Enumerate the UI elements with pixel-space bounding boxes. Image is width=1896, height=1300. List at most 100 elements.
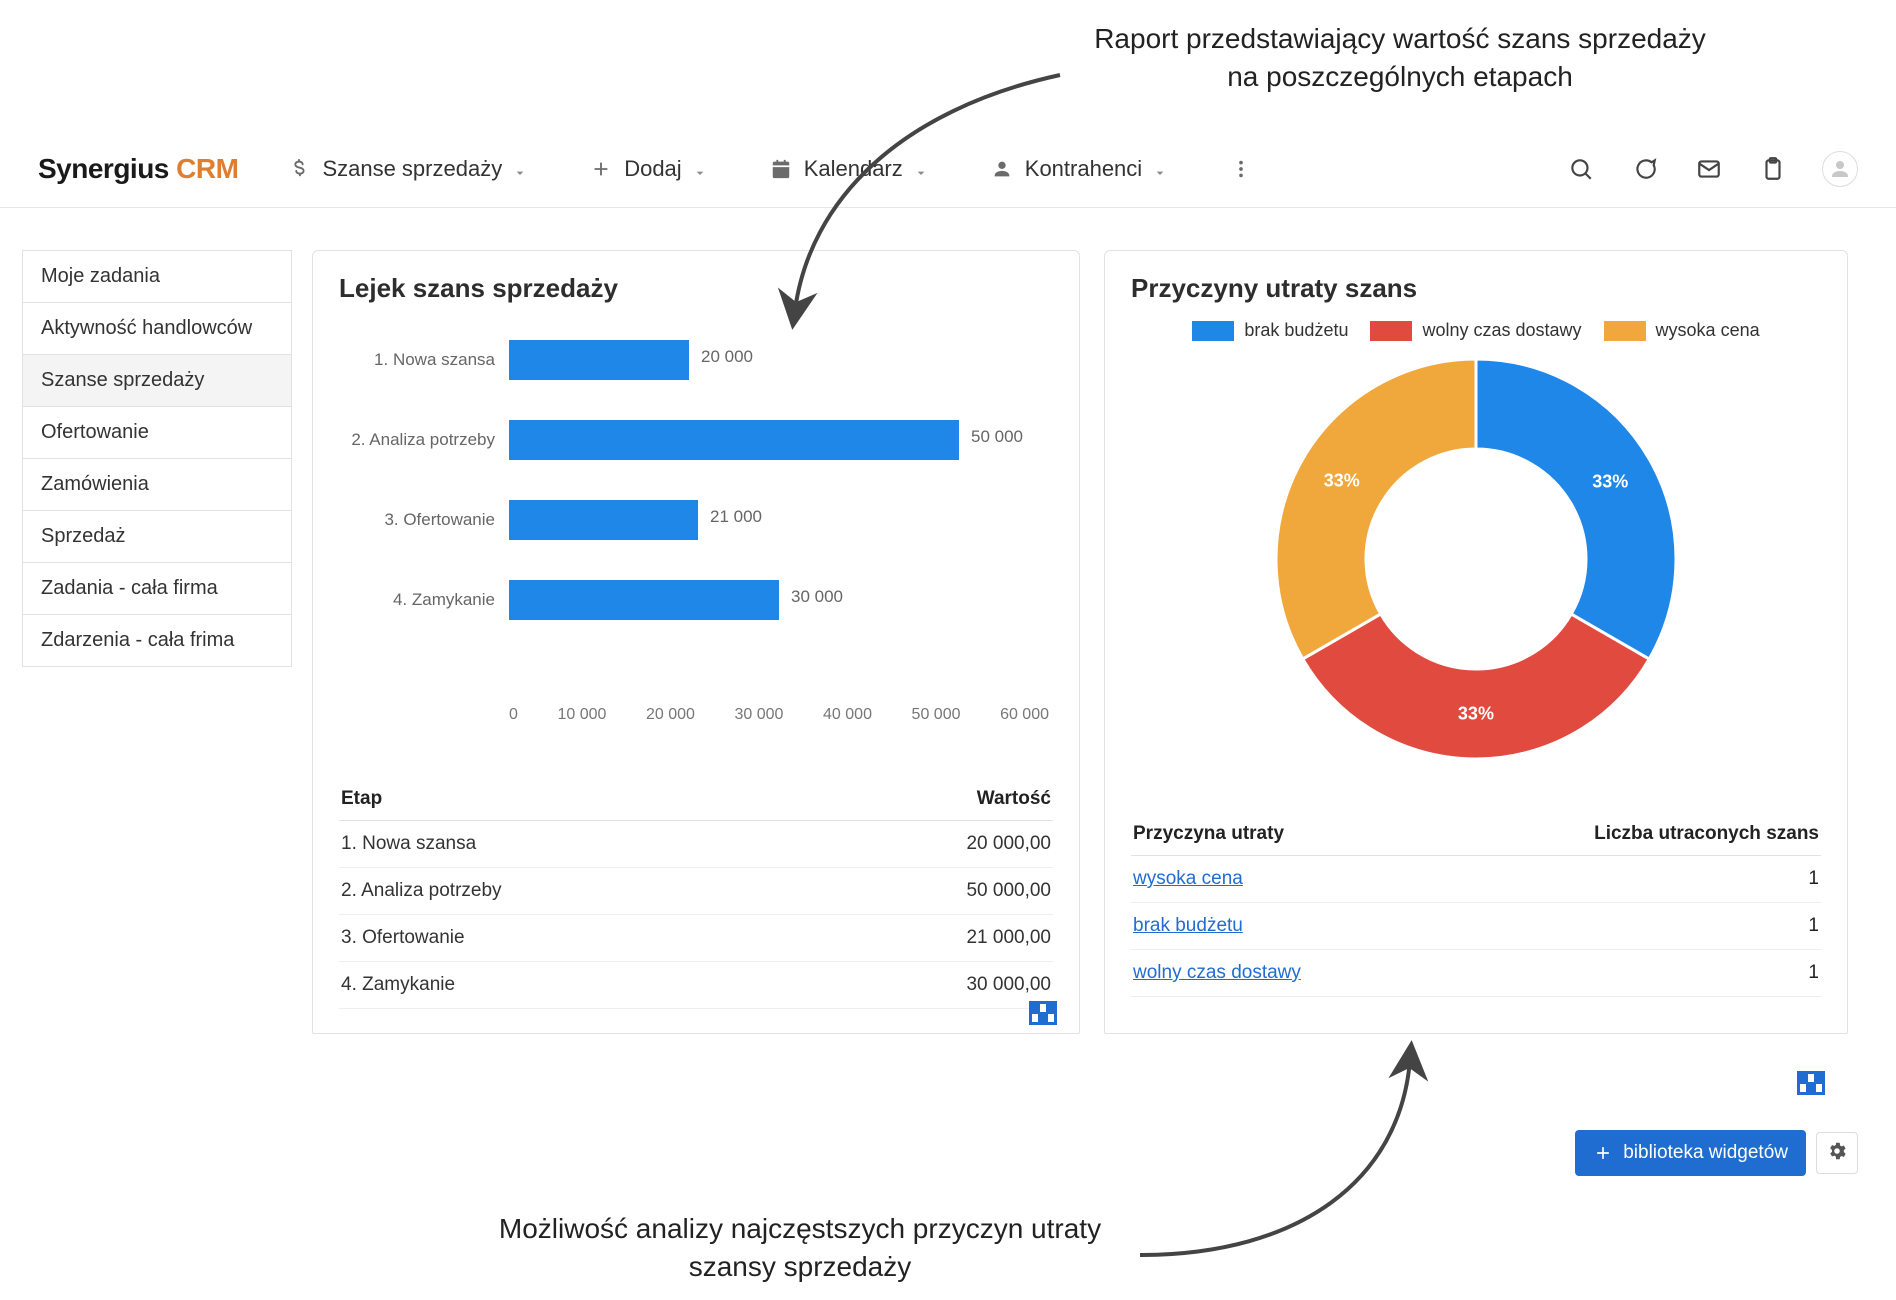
legend-swatch	[1604, 321, 1646, 341]
cell-stage: 4. Zamykanie	[341, 974, 455, 996]
search-icon[interactable]	[1566, 154, 1596, 184]
col-stage: Etap	[341, 788, 382, 810]
bar-value: 50 000	[971, 427, 1023, 447]
table-header: Etap Wartość	[339, 778, 1053, 821]
avatar[interactable]	[1822, 151, 1858, 187]
sidebar-item[interactable]: Szanse sprzedaży	[22, 354, 292, 407]
donut-slice-label: 33%	[1458, 704, 1494, 725]
mail-icon[interactable]	[1694, 154, 1724, 184]
nav-label: Kalendarz	[804, 156, 903, 182]
bar-value: 30 000	[791, 587, 843, 607]
funnel-barchart: 1. Nowa szansa 20 000 2. Analiza potrzeby 5…	[339, 320, 1059, 700]
legend-swatch	[1192, 321, 1234, 341]
bar-row: 4. Zamykanie30 000	[339, 560, 1059, 640]
donut-chart: 33%33%33%	[1276, 359, 1676, 759]
nav-label: Szanse sprzedaży	[322, 156, 502, 182]
x-tick: 30 000	[735, 706, 784, 724]
bar-category: 3. Ofertowanie	[339, 510, 509, 530]
annotation-top: Raport przedstawiający wartość szans spr…	[1080, 20, 1720, 96]
nav-add[interactable]: Dodaj	[588, 156, 707, 182]
cell-count: 1	[1808, 915, 1819, 937]
main: Moje zadaniaAktywność handlowcówSzanse s…	[22, 250, 1874, 1034]
brand-part2: CRM	[176, 153, 238, 184]
x-tick: 50 000	[912, 706, 961, 724]
x-tick: 20 000	[646, 706, 695, 724]
nav-more[interactable]	[1228, 156, 1254, 182]
nav-label: Kontrahenci	[1025, 156, 1142, 182]
topbar: Synergius CRM Szanse sprzedaży Dodaj	[0, 130, 1896, 208]
bar-row: 2. Analiza potrzeby 50 000	[339, 400, 1059, 480]
person-icon	[989, 156, 1015, 182]
x-tick: 10 000	[557, 706, 606, 724]
nav-group: Szanse sprzedaży Dodaj Kalendarz	[286, 156, 1254, 182]
sidebar: Moje zadaniaAktywność handlowcówSzanse s…	[22, 250, 292, 666]
cell-value: 30 000,00	[966, 974, 1051, 996]
cell-count: 1	[1808, 962, 1819, 984]
bar-track: 21 000	[509, 493, 1049, 547]
cell-value: 50 000,00	[966, 880, 1051, 902]
nav-sales-opportunities[interactable]: Szanse sprzedaży	[286, 156, 528, 182]
bar-category: 2. Analiza potrzeby	[339, 430, 509, 450]
loss-title: Przyczyny utraty szans	[1131, 273, 1821, 304]
bar-value: 21 000	[710, 507, 762, 527]
table-row: wysoka cena1	[1131, 856, 1821, 903]
bar-category: 1. Nowa szansa	[339, 350, 509, 370]
bar-track: 30 000	[509, 573, 1049, 627]
donut-wrap: 33%33%33%	[1131, 359, 1821, 759]
x-tick: 0	[509, 706, 518, 724]
chat-icon[interactable]	[1630, 154, 1660, 184]
table-row: 2. Analiza potrzeby 50 000,00	[339, 868, 1053, 915]
funnel-card: Lejek szans sprzedaży 1. Nowa szansa20 0…	[312, 250, 1080, 1034]
sidebar-item[interactable]: Zdarzenia - cała frima	[22, 614, 292, 667]
legend-item: brak budżetu	[1192, 320, 1348, 341]
sidebar-item[interactable]: Aktywność handlowców	[22, 302, 292, 355]
table-row: 1. Nowa szansa20 000,00	[339, 821, 1053, 868]
clipboard-icon[interactable]	[1758, 154, 1788, 184]
nav-contractors[interactable]: Kontrahenci	[989, 156, 1168, 182]
legend-swatch	[1370, 321, 1412, 341]
cell-stage: 3. Ofertowanie	[341, 927, 465, 949]
sidebar-item[interactable]: Sprzedaż	[22, 510, 292, 563]
sidebar-item[interactable]: Moje zadania	[22, 250, 292, 303]
bar-fill	[509, 420, 959, 460]
bar-track: 50 000	[509, 413, 1049, 467]
loss-card: Przyczyny utraty szans brak budżetu wolny…	[1104, 250, 1848, 1034]
widget-library-label: biblioteka widgetów	[1623, 1142, 1788, 1164]
bar-track: 20 000	[509, 333, 1049, 387]
sidebar-item[interactable]: Zadania - cała firma	[22, 562, 292, 615]
x-tick: 40 000	[823, 706, 872, 724]
loss-reason-link[interactable]: brak budżetu	[1133, 915, 1243, 937]
bar-fill	[509, 580, 779, 620]
widget-library-button[interactable]: biblioteka widgetów	[1575, 1130, 1806, 1176]
legend-label: brak budżetu	[1244, 320, 1348, 341]
cell-value: 20 000,00	[966, 833, 1051, 855]
loss-reason-link[interactable]: wolny czas dostawy	[1133, 962, 1301, 984]
table-toggle-icon[interactable]	[1029, 1001, 1057, 1025]
bar-fill	[509, 340, 689, 380]
donut-slice-label: 33%	[1324, 471, 1360, 492]
chevron-down-icon	[1152, 161, 1168, 177]
cell-stage: 2. Analiza potrzeby	[341, 880, 502, 902]
bar-row: 3. Ofertowanie 21 000	[339, 480, 1059, 560]
donut-legend: brak budżetuwolny czas dostawywysoka cen…	[1131, 320, 1821, 341]
settings-button[interactable]	[1816, 1132, 1858, 1174]
dollar-icon	[286, 156, 312, 182]
nav-calendar[interactable]: Kalendarz	[768, 156, 929, 182]
sidebar-item[interactable]: Ofertowanie	[22, 406, 292, 459]
table-row: 3. Ofertowanie21 000,00	[339, 915, 1053, 962]
funnel-table: EtapWartość1. Nowa szansa20 000,002. Ana…	[339, 778, 1053, 1009]
table-toggle-icon[interactable]	[1797, 1071, 1825, 1095]
funnel-title: Lejek szans sprzedaży	[339, 273, 1053, 304]
bar-value: 20 000	[701, 347, 753, 367]
brand-part1: Synergius	[38, 153, 169, 184]
loss-reason-link[interactable]: wysoka cena	[1133, 868, 1243, 890]
legend-label: wolny czas dostawy	[1422, 320, 1581, 341]
bar-fill	[509, 500, 698, 540]
gear-icon	[1826, 1140, 1848, 1167]
table-header: Przyczyna utratyLiczba utraconych szans	[1131, 813, 1821, 856]
sidebar-item[interactable]: Zamówienia	[22, 458, 292, 511]
col-value: Wartość	[977, 788, 1051, 810]
funnel-x-axis: 010 00020 00030 00040 00050 00060 000	[509, 700, 1049, 724]
table-row: brak budżetu 1	[1131, 903, 1821, 950]
panels: Lejek szans sprzedaży 1. Nowa szansa20 0…	[312, 250, 1874, 1034]
